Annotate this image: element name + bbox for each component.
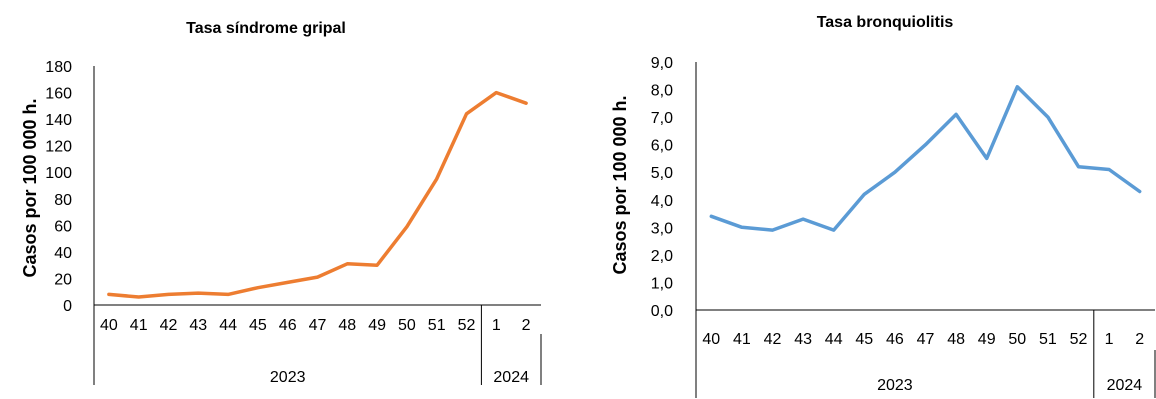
x-tick-label: 47 [917,331,935,348]
x-tick-label: 41 [130,317,148,334]
x-tick-label: 48 [947,331,965,348]
y-tick-label: 100 [45,165,72,182]
x-tick-label: 44 [219,317,237,334]
x-tick-label: 45 [249,317,267,334]
y-tick-label: 6,0 [651,138,673,155]
x-tick-label: 50 [1008,331,1026,348]
y-tick-label: 1,0 [651,275,673,292]
y-tick-label: 160 [45,86,72,103]
x-tick-label: 43 [794,331,812,348]
x-tick-label: 45 [855,331,873,348]
y-tick-label: 80 [54,192,72,209]
x-tick-label: 49 [978,331,996,348]
y-axis-label: Casos por 100 000 h. [20,98,40,277]
x-tick-label: 47 [309,317,327,334]
y-tick-label: 8,0 [651,83,673,100]
y-tick-label: 0 [63,298,72,315]
series-line [709,85,1142,232]
y-tick-label: 4,0 [651,193,673,210]
x-tick-label: 48 [338,317,356,334]
x-tick-label: 43 [189,317,207,334]
x-tick-label: 46 [886,331,904,348]
y-tick-label: 3,0 [651,220,673,237]
y-tick-label: 9,0 [651,55,673,72]
y-tick-label: 120 [45,139,72,156]
chart-bronchiolitis-rate: Tasa bronquiolitis Casos por 100 000 h. … [610,14,1156,398]
y-tick-label: 20 [54,271,72,288]
y-tick-label: 60 [54,218,72,235]
x-tick-label: 52 [1070,331,1088,348]
x-tick-label: 51 [428,317,446,334]
y-tick-label: 0,0 [651,303,673,320]
chart-flu-rate: Tasa síndrome gripal Casos por 100 000 h… [20,20,542,386]
chart-title: Tasa bronquiolitis [817,14,954,31]
y-tick-label: 40 [54,245,72,262]
y-tick-label: 180 [45,59,72,76]
series-line [107,90,528,299]
x-tick-label: 52 [458,317,476,334]
y-tick-label: 140 [45,112,72,129]
y-axis-label: Casos por 100 000 h. [610,95,630,274]
y-tick-label: 2,0 [651,248,673,265]
x-tick-label: 49 [368,317,386,334]
x-tick-label: 51 [1039,331,1057,348]
y-tick-label: 5,0 [651,165,673,182]
x-tick-label: 2 [1135,331,1144,348]
x-tick-label: 40 [100,317,118,334]
x-tick-label: 1 [1105,331,1114,348]
x-group-label: 2024 [1107,377,1143,394]
x-tick-label: 44 [825,331,843,348]
x-tick-label: 42 [764,331,782,348]
x-tick-label: 1 [492,317,501,334]
x-tick-label: 40 [702,331,720,348]
x-group-label: 2024 [493,369,529,386]
x-tick-label: 46 [279,317,297,334]
x-tick-label: 2 [522,317,531,334]
x-group-label: 2023 [270,369,306,386]
x-tick-label: 42 [160,317,178,334]
y-tick-label: 7,0 [651,110,673,127]
chart-title: Tasa síndrome gripal [186,20,346,37]
x-tick-label: 50 [398,317,416,334]
x-tick-label: 41 [733,331,751,348]
x-group-label: 2023 [877,377,913,394]
